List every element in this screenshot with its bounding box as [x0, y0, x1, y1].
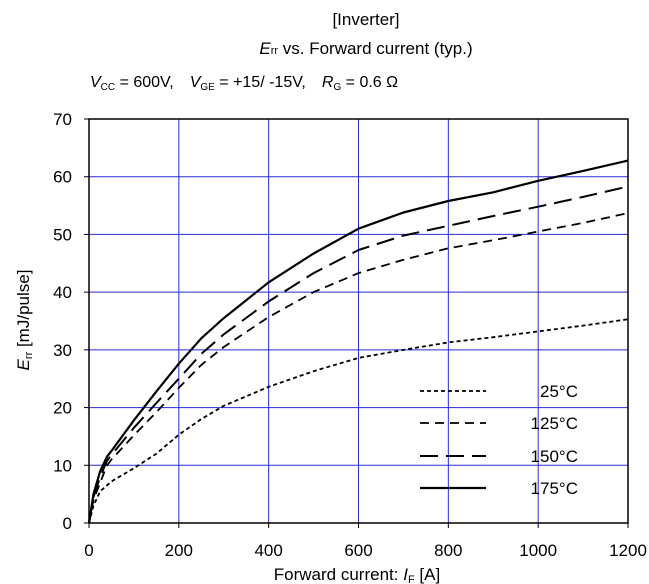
x-tick-label: 1200 — [609, 541, 647, 560]
grid-layer — [84, 118, 629, 528]
series-line-150c — [88, 185, 629, 524]
series-line-125c — [88, 212, 629, 524]
x-axis-label: Forward current: IF [A] — [274, 565, 440, 584]
chart-subtitle-conditions: VCC = 600V, VGE = +15/ -15V, RG = 0.6 Ω — [90, 74, 398, 93]
series-layer — [87, 159, 629, 524]
y-tick-label: 70 — [53, 110, 72, 129]
y-tick-label: 40 — [53, 283, 72, 302]
y-axis-label: Err [mJ/pulse] — [14, 270, 35, 371]
legend-label: 25°C — [540, 382, 578, 401]
legend-label: 125°C — [531, 414, 578, 433]
x-tick-label: 600 — [344, 541, 372, 560]
x-tick-label: 400 — [254, 541, 282, 560]
series-line-25c — [88, 318, 629, 524]
tick-labels: 0 200 400 600 800 1000 1200 0 10 20 30 40 50 60 70 — [53, 110, 647, 560]
y-tick-label: 50 — [53, 225, 72, 244]
y-tick-label: 30 — [53, 341, 72, 360]
y-tick-label: 60 — [53, 168, 72, 187]
legend-label: 175°C — [531, 479, 578, 498]
y-tick-label: 0 — [63, 514, 72, 533]
plot-frame — [88, 118, 629, 524]
y-tick-label: 20 — [53, 399, 72, 418]
x-tick-label: 200 — [165, 541, 193, 560]
x-tick-label: 0 — [84, 541, 93, 560]
series-line-175c — [87, 159, 629, 524]
y-tick-label: 10 — [53, 456, 72, 475]
chart-title-line1: [Inverter] — [332, 10, 399, 29]
legend-label: 150°C — [531, 447, 578, 466]
legend: 25°C 125°C 150°C 175°C — [420, 382, 578, 498]
x-tick-label: 800 — [434, 541, 462, 560]
chart-title-line2: Err vs. Forward current (typ.) — [259, 39, 472, 58]
x-tick-label: 1000 — [519, 541, 557, 560]
